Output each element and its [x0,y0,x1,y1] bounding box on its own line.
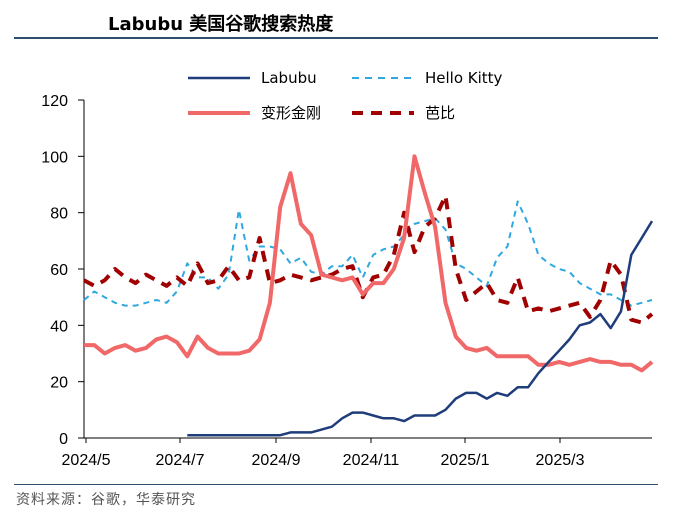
series-line-hello-kitty [83,200,653,307]
chart-title: Labubu 美国谷歌搜索热度 [108,14,334,35]
y-tick-label: 120 [41,93,68,110]
legend-label-labubu: Labubu [261,69,317,87]
series-line-labubu [187,220,654,437]
legend-label-transformers: 变形金刚 [261,104,321,122]
footer-divider [14,484,658,485]
x-tick-label: 2025/1 [441,452,490,469]
y-tick-label: 60 [50,262,68,279]
x-tick-label: 2024/11 [343,452,400,469]
x-axis: 2024/5 2024/7 2024/9 2024/11 2025/1 2025/3 [62,437,652,469]
x-tick-label: 2024/9 [252,452,301,469]
legend-label-barbie: 芭比 [425,104,455,122]
title-divider [14,37,658,39]
y-tick-label: 0 [59,431,68,448]
series-line-barbie [83,193,654,325]
y-tick-label: 20 [50,375,68,392]
x-tick-label: 2024/7 [156,452,205,469]
source-note: 资料来源：谷歌，华泰研究 [16,492,196,508]
x-tick-label: 2025/3 [536,452,585,469]
y-axis: 0 20 40 60 80 100 120 [41,93,85,448]
series-line-transformers [84,154,654,373]
y-tick-label: 40 [50,318,68,335]
legend-label-hello-kitty: Hello Kitty [425,69,503,87]
y-tick-label: 100 [41,149,68,166]
y-tick-label: 80 [50,206,68,223]
legend: Labubu Hello Kitty 变形金刚 芭比 [188,69,503,122]
x-tick-label: 2024/5 [62,452,111,469]
series-layer [83,154,654,437]
